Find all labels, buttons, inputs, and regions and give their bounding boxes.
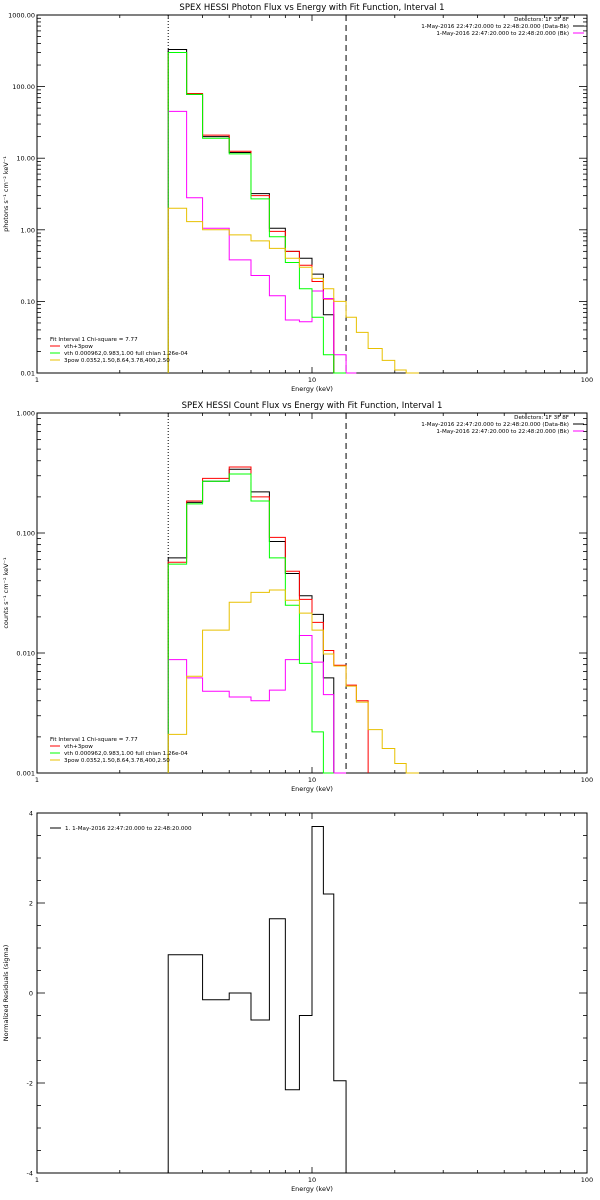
panel1-series-background <box>167 110 357 374</box>
panel1-y-tick-label: 0.10 <box>21 298 35 306</box>
panel2-x-axis-label: Energy (keV) <box>291 785 333 793</box>
panel1-series-data <box>167 48 347 374</box>
panel2-y-tick-label: 0.100 <box>16 530 35 538</box>
panel2-header-line: 1-May-2016 22:47:20.000 to 22:48:20.000 … <box>421 422 569 428</box>
panel2-series-data <box>167 468 347 774</box>
panel1-x-axis-label: Energy (keV) <box>291 385 333 393</box>
panel1-x-tick-label: 10 <box>308 376 316 384</box>
panel2-x-tick-label: 1 <box>35 776 39 784</box>
panel1-series-fit <box>167 51 335 373</box>
panel2-legend-entry: vth+3pow <box>64 744 93 750</box>
panel2-title: SPEX HESSI Count Flux vs Energy with Fit… <box>182 401 443 411</box>
panel1-y-tick-label: 1000.00 <box>8 12 35 20</box>
panel1-series-vth <box>167 51 347 374</box>
panel1-header-line: 1-May-2016 22:47:20.000 to 22:48:20.000 … <box>436 31 569 37</box>
panel2-series-3pow <box>167 589 420 774</box>
panel1-legend-entry: vth 0.000962,0.983,1.00 full chian 1.26e… <box>64 351 188 357</box>
panel3-y-tick-label: 0 <box>29 990 33 998</box>
panel1-y-tick-label: 10.00 <box>16 155 35 163</box>
panel2-header-line: Detectors: 1F 3F 8F <box>514 415 569 421</box>
panel1-y-axis-label: photons s⁻¹ cm⁻² keV⁻¹ <box>2 156 10 232</box>
panel1-header-line: Detectors: 1F 3F 8F <box>514 17 569 23</box>
panel2-y-tick-label: 0.001 <box>16 770 35 778</box>
panel3-y-tick-label: -2 <box>27 1080 33 1088</box>
panel3-series-residual <box>167 826 347 1173</box>
panel1-series-3pow <box>167 207 420 374</box>
panel2-x-tick-label: 10 <box>308 776 316 784</box>
panel1-x-tick-label: 100 <box>581 376 593 384</box>
panel2-series-fit <box>167 466 369 773</box>
panel3-x-axis-label: Energy (keV) <box>291 1185 333 1193</box>
panel1-legend-entry: 3pow 0.0352,1.50,8.64,3.78,400,2.50 <box>64 358 170 364</box>
panel2-y-tick-label: 0.010 <box>16 650 35 658</box>
panel3-legend-entry: 1. 1-May-2016 22:47:20.000 to 22:48:20.0… <box>65 826 192 832</box>
panel2-y-axis-label: counts s⁻¹ cm⁻² keV⁻¹ <box>2 557 10 629</box>
panel3-y-tick-label: 4 <box>29 810 33 818</box>
panel2-legend-entry: vth 0.000962,0.983,1.00 full chian 1.26e… <box>64 751 188 757</box>
panel3-y-tick-label: 2 <box>29 900 33 908</box>
panel3-x-tick-label: 100 <box>581 1176 593 1184</box>
panel3-y-tick-label: -4 <box>27 1170 33 1178</box>
panel1-legend-entry: Fit Interval 1 Chi-square = 7.77 <box>50 337 138 343</box>
panel1-header-line: 1-May-2016 22:47:20.000 to 22:48:20.000 … <box>421 24 569 30</box>
panel3-y-axis-label: Normalized Residuals (sigma) <box>2 945 10 1042</box>
panel1-title: SPEX HESSI Photon Flux vs Energy with Fi… <box>179 3 444 13</box>
panel2-series-vth <box>167 473 334 774</box>
panel2-y-tick-label: 1.000 <box>16 410 35 418</box>
panel2-legend-entry: Fit Interval 1 Chi-square = 7.77 <box>50 737 138 743</box>
panel2-x-tick-label: 100 <box>581 776 593 784</box>
panel1-y-tick-label: 1.00 <box>21 226 35 234</box>
panel1-x-tick-label: 1 <box>35 376 39 384</box>
panel1-y-tick-label: 0.01 <box>21 370 35 378</box>
panel3-x-tick-label: 1 <box>35 1176 39 1184</box>
panel1-legend-entry: vth+3pow <box>64 344 93 350</box>
panel2-legend-entry: 3pow 0.0352,1.50,8.64,3.78,400,2.50 <box>64 758 170 764</box>
panel1-y-tick-label: 100.00 <box>12 83 35 91</box>
panel2-header-line: 1-May-2016 22:47:20.000 to 22:48:20.000 … <box>436 429 569 435</box>
panel3-x-tick-label: 10 <box>308 1176 316 1184</box>
panel2-series-background <box>167 634 347 774</box>
